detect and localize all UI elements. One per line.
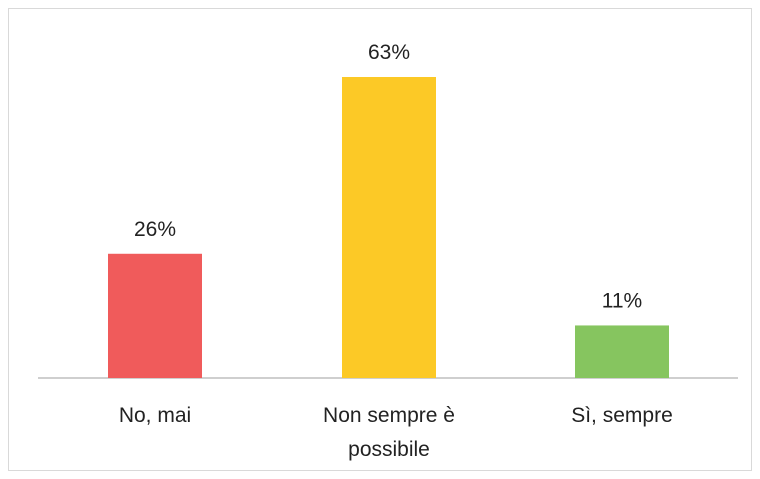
bar-3 bbox=[575, 325, 669, 378]
bar-2 bbox=[342, 77, 436, 378]
data-label-3: 11% bbox=[602, 289, 642, 312]
bar-1 bbox=[108, 253, 202, 378]
category-label-1-line-1: No, mai bbox=[119, 404, 191, 427]
category-label-3-line-1: Sì, sempre bbox=[571, 404, 673, 427]
category-label-2: Non sempre è possibile bbox=[323, 404, 455, 461]
category-label-2-line-1: Non sempre è bbox=[323, 404, 455, 427]
category-label-2-line-2: possibile bbox=[348, 438, 430, 461]
data-label-2: 63% bbox=[368, 41, 410, 64]
labels-group: 26% No, mai 63% Non sempre è possibile 11% Sì,… bbox=[119, 41, 673, 461]
category-label-3: Sì, sempre bbox=[571, 404, 673, 427]
bars-group bbox=[108, 77, 669, 378]
category-label-1: No, mai bbox=[119, 404, 191, 427]
data-label-1: 26% bbox=[134, 218, 176, 241]
